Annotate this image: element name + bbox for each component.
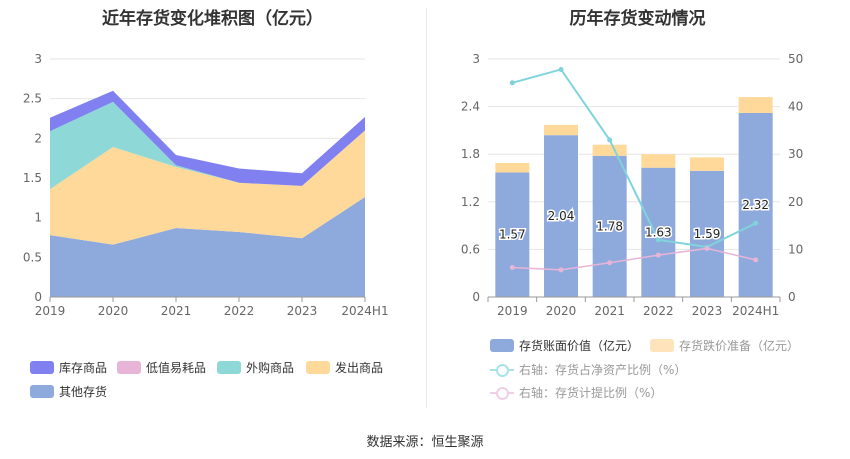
line-point bbox=[509, 80, 515, 86]
bar-value-label: 1.57 bbox=[499, 228, 526, 242]
x-tick-label: 2021 bbox=[161, 304, 192, 318]
bar-存货账面价值（亿元） bbox=[592, 155, 627, 297]
line-point bbox=[558, 267, 564, 273]
legend-item-qita[interactable]: 其他存货 bbox=[30, 383, 107, 400]
line-point bbox=[607, 260, 613, 266]
legend-item-impairment[interactable]: 存货跌价准备（亿元） bbox=[650, 337, 799, 354]
y-tick-label: 0.5 bbox=[23, 250, 42, 264]
y2-tick-label: 10 bbox=[788, 242, 803, 256]
legend-item-provision-ratio[interactable]: 右轴：存货计提比例（%） bbox=[490, 384, 662, 401]
bar-存货跌价准备（亿元） bbox=[544, 124, 578, 136]
y-tick-label: 1.8 bbox=[461, 147, 480, 161]
y-tick-label: 1.5 bbox=[23, 171, 42, 185]
x-tick-label: 2023 bbox=[692, 304, 723, 318]
bar-value-label: 1.63 bbox=[645, 225, 672, 239]
bar-value-label: 2.04 bbox=[548, 209, 575, 223]
x-tick-label: 2020 bbox=[98, 304, 129, 318]
legend-label: 发出商品 bbox=[335, 361, 384, 375]
y2-tick-label: 20 bbox=[788, 195, 803, 209]
x-tick-label: 2022 bbox=[224, 304, 255, 318]
legend-swatch bbox=[30, 361, 54, 374]
line-右轴：存货计提比例（%） bbox=[512, 247, 756, 271]
bar-存货账面价值（亿元） bbox=[738, 112, 773, 298]
bar-存货跌价准备（亿元） bbox=[690, 157, 724, 171]
bar-存货账面价值（亿元） bbox=[690, 170, 724, 297]
legend-item-book-value[interactable]: 存货账面价值（亿元） bbox=[490, 337, 639, 354]
legend-item-fachu[interactable]: 发出商品 bbox=[306, 359, 383, 376]
bar-存货账面价值（亿元） bbox=[641, 167, 676, 297]
area-发出商品 bbox=[50, 130, 365, 245]
area-外购商品 bbox=[50, 101, 365, 190]
legend-swatch bbox=[117, 361, 141, 374]
y2-tick-label: 40 bbox=[788, 100, 803, 114]
legend-swatch bbox=[30, 385, 54, 398]
stacked-area-chart: 0 0.5 1 1.5 2 2.5 3 2019 2020 2021 2022 2023 2024H1 bbox=[23, 52, 389, 318]
line-point bbox=[655, 252, 661, 258]
legend-line-swatch bbox=[490, 363, 514, 377]
bar-存货跌价准备（亿元） bbox=[738, 97, 773, 113]
line-右轴：存货占净资产比例（%） bbox=[512, 68, 757, 249]
legend-label: 存货账面价值（亿元） bbox=[519, 339, 640, 353]
legend-item-dizhi[interactable]: 低值易耗品 bbox=[117, 359, 206, 376]
area-其他存货 bbox=[50, 197, 365, 297]
bar-存货账面价值（亿元） bbox=[495, 172, 530, 297]
x-tick-label: 2019 bbox=[35, 304, 66, 318]
y-tick-label: 2.4 bbox=[461, 100, 480, 114]
left-chart-title: 近年存货变化堆积图（亿元） bbox=[102, 9, 323, 29]
legend-swatch bbox=[217, 361, 241, 374]
area-库存商品 bbox=[50, 90, 365, 186]
bar-存货跌价准备（亿元） bbox=[495, 162, 530, 173]
y-tick-label: 0.6 bbox=[461, 242, 480, 256]
legend-swatch bbox=[490, 339, 514, 352]
line-point bbox=[753, 220, 759, 226]
x-tick-label: 2024H1 bbox=[732, 304, 779, 318]
y-tick-label: 0 bbox=[34, 290, 42, 304]
legend-line-swatch bbox=[490, 386, 514, 400]
y2-tick-label: 0 bbox=[788, 290, 796, 304]
line-point bbox=[753, 257, 759, 263]
y-tick-label: 3 bbox=[472, 52, 480, 66]
y-tick-label: 0 bbox=[472, 290, 480, 304]
legend-item-waigou[interactable]: 外购商品 bbox=[217, 359, 294, 376]
x-tick-label: 2024H1 bbox=[341, 304, 388, 318]
x-tick-label: 2021 bbox=[594, 304, 625, 318]
bar-存货跌价准备（亿元） bbox=[641, 154, 676, 168]
legend-label: 其他存货 bbox=[59, 385, 108, 399]
y-tick-label: 3 bbox=[34, 52, 42, 66]
x-tick-label: 2023 bbox=[287, 304, 318, 318]
bar-value-label: 2.32 bbox=[742, 198, 769, 212]
line-point bbox=[558, 66, 564, 72]
bar-存货跌价准备（亿元） bbox=[592, 144, 627, 156]
line-point bbox=[509, 264, 515, 270]
legend-item-ratio-net-assets[interactable]: 右轴：存货占净资产比例（%） bbox=[490, 361, 686, 378]
y-tick-label: 1.2 bbox=[461, 195, 480, 209]
legend-item-kucun[interactable]: 库存商品 bbox=[30, 359, 107, 376]
bar-value-label: 1.59 bbox=[694, 227, 721, 241]
y2-tick-label: 30 bbox=[788, 147, 803, 161]
legend-label: 库存商品 bbox=[59, 361, 108, 375]
bar-value-label: 1.78 bbox=[596, 219, 623, 233]
right-chart-title: 历年存货变动情况 bbox=[569, 9, 706, 29]
x-tick-label: 2019 bbox=[497, 304, 528, 318]
line-point bbox=[655, 237, 661, 243]
line-point bbox=[704, 245, 710, 251]
y-tick-label: 2.5 bbox=[23, 92, 42, 106]
data-source: 数据来源：恒生聚源 bbox=[366, 435, 484, 450]
panel-divider bbox=[426, 8, 427, 408]
legend-label: 低值易耗品 bbox=[146, 361, 207, 375]
x-tick-label: 2022 bbox=[643, 304, 674, 318]
legend-label: 右轴：存货计提比例（%） bbox=[519, 386, 663, 400]
line-point bbox=[607, 137, 613, 143]
legend-label: 右轴：存货占净资产比例（%） bbox=[519, 363, 687, 377]
legend-label: 外购商品 bbox=[246, 361, 295, 375]
legend-swatch bbox=[650, 339, 674, 352]
y-tick-label: 1 bbox=[34, 211, 42, 225]
legend-swatch bbox=[306, 361, 330, 374]
y-tick-label: 2 bbox=[34, 131, 42, 145]
x-tick-label: 2020 bbox=[546, 304, 577, 318]
y2-tick-label: 50 bbox=[788, 52, 803, 66]
legend-label: 存货跌价准备（亿元） bbox=[679, 339, 800, 353]
